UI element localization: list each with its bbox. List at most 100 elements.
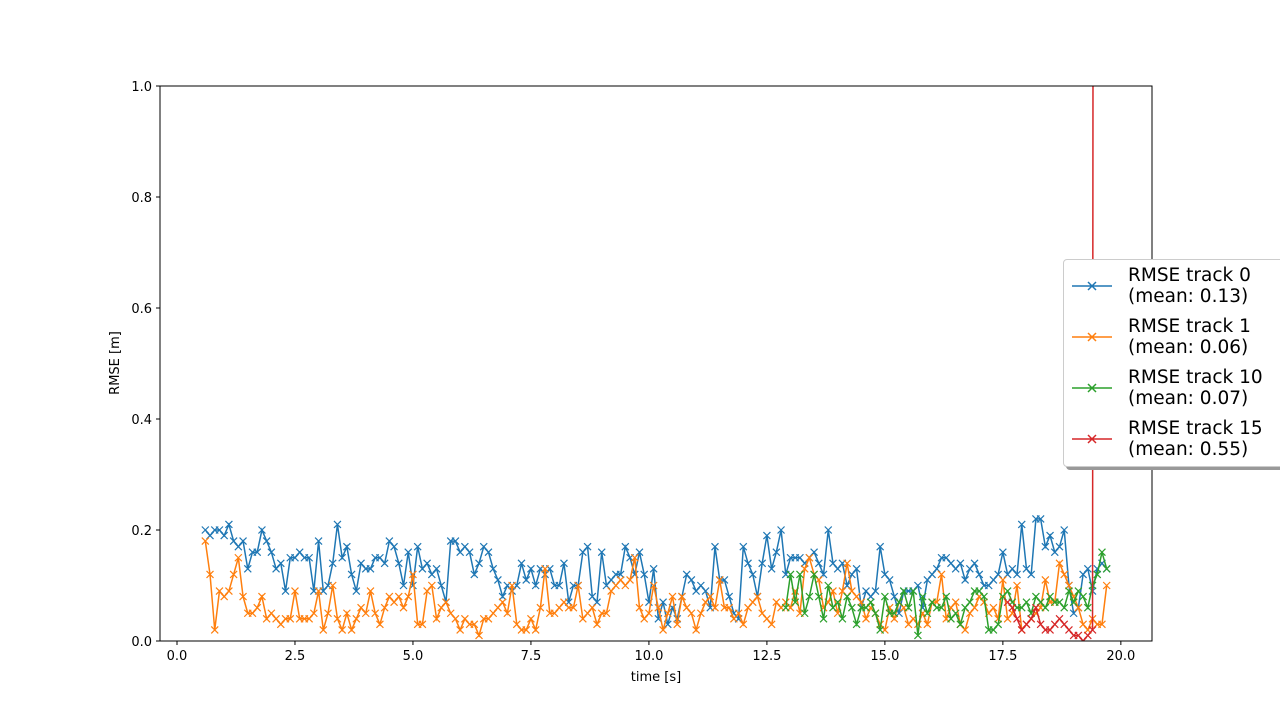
data-point [583,542,592,551]
data-point [843,559,852,568]
data-point [239,592,247,601]
data-point [668,592,677,601]
data-point [899,587,908,595]
y-tick-label: 0.4 [131,413,152,428]
data-point [1055,559,1064,568]
data-point [725,592,734,601]
data-point [342,542,351,551]
data-point [220,531,229,540]
data-point [347,625,356,634]
data-point [517,559,526,568]
data-point [1060,570,1069,579]
x-tick-label: 15.0 [870,649,899,664]
data-point [805,553,814,562]
data-point [224,520,233,529]
data-point [866,598,875,607]
data-point [342,609,351,618]
data-point [1079,592,1088,601]
data-point [678,592,686,601]
data-point [998,548,1007,557]
data-point [366,564,375,573]
data-point [475,559,483,568]
plot-area [201,86,1111,641]
data-point [843,592,852,601]
data-point [390,542,399,551]
legend-label: RMSE track 10 (mean: 0.07) [1128,367,1263,409]
data-point [555,581,564,590]
data-point [1065,587,1073,595]
data-point [748,570,757,579]
data-point [880,592,889,601]
data-point [531,625,540,634]
data-point [663,609,672,618]
data-point [805,592,814,601]
data-point [465,548,474,557]
data-point [654,603,663,612]
data-point [1017,520,1026,529]
data-point [201,537,210,546]
data-point [328,581,337,590]
data-point [352,614,361,623]
data-point [918,592,927,601]
data-point [956,620,965,629]
x-tick-label: 17.5 [988,649,1017,664]
data-point [762,531,771,540]
data-point [418,620,427,629]
data-point [432,564,441,573]
data-point [541,564,550,573]
data-point [1027,570,1036,579]
legend-entry: RMSE track 0 (mean: 0.13) [1072,265,1251,307]
data-point [314,587,323,595]
data-point [1041,542,1050,551]
data-point [253,548,262,557]
data-point [833,598,842,607]
data-point [560,559,568,568]
data-point [767,564,776,573]
data-point [1013,614,1021,623]
data-point [814,592,823,601]
data-point [380,603,389,612]
data-point [715,576,724,584]
data-point [328,559,337,568]
data-point [852,564,861,573]
legend-label: RMSE track 1 (mean: 0.06) [1128,316,1251,358]
data-point [527,614,535,623]
data-point [262,537,271,546]
x-axis-label: time [s] [631,670,681,685]
data-point [824,526,833,534]
data-point [1083,603,1092,612]
data-point [437,581,446,590]
x-tick-label: 0.0 [167,649,188,664]
data-point [758,559,767,568]
data-point [890,609,899,618]
data-point [206,570,214,579]
legend-swatch [1072,434,1112,444]
data-point [838,614,847,623]
x-tick-label: 2.5 [285,649,306,664]
data-point [1060,603,1069,612]
data-point [871,609,880,618]
data-point [1027,614,1036,623]
data-point [937,603,946,612]
data-point [427,581,436,590]
data-point [484,548,493,557]
data-point [961,576,970,584]
data-point [659,625,668,634]
data-point [970,559,979,568]
data-point [942,592,951,601]
data-point [333,614,342,623]
y-tick-label: 0.2 [131,524,152,539]
data-point [810,570,819,579]
data-point [1088,625,1097,634]
y-tick-label: 0.6 [131,302,152,317]
data-point [644,609,653,618]
data-point [276,559,285,568]
data-point [687,576,696,584]
data-point [258,592,266,601]
x-tick-label: 12.5 [752,649,781,664]
data-point [824,581,833,590]
data-point [305,553,314,562]
data-point [711,542,719,551]
data-point [470,570,479,579]
legend-entry: RMSE track 10 (mean: 0.07) [1072,367,1263,409]
